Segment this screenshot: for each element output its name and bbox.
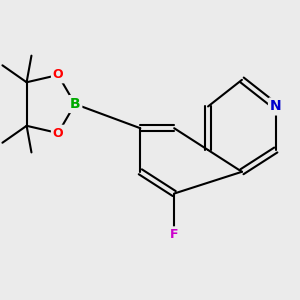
Text: N: N: [270, 100, 282, 113]
Text: O: O: [53, 68, 63, 82]
Text: B: B: [70, 97, 80, 111]
Text: O: O: [53, 127, 63, 140]
Text: F: F: [170, 228, 178, 241]
